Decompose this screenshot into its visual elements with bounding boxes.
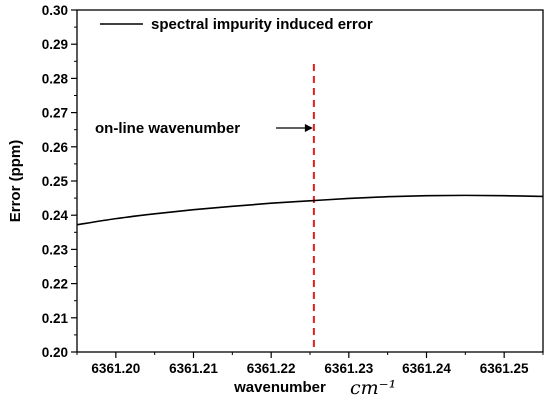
y-tick-label: 0.24: [42, 208, 69, 223]
x-tick-label: 6361.24: [402, 361, 451, 376]
y-axis-label: Error (ppm): [7, 140, 24, 223]
plot-frame: [77, 10, 543, 352]
annotation-label: on-line wavenumber: [95, 120, 240, 137]
x-tick-label: 6361.21: [169, 361, 218, 376]
x-tick-label: 6361.23: [324, 361, 373, 376]
y-tick-label: 0.21: [42, 311, 69, 326]
x-axis: 6361.20 6361.21 6361.22 6361.23 6361.24 6361.…: [77, 352, 543, 376]
legend: spectral impurity induced error: [100, 16, 373, 33]
annotation: on-line wavenumber: [95, 120, 313, 137]
y-tick-label: 0.23: [42, 242, 69, 257]
y-tick-label: 0.28: [42, 71, 69, 86]
y-tick-label: 0.20: [42, 345, 68, 360]
annotation-arrowhead: [305, 124, 313, 132]
y-tick-label: 0.25: [42, 174, 69, 189]
y-tick-label: 0.22: [42, 277, 68, 292]
series-line-spectral-impurity-error: [77, 195, 543, 224]
x-axis-label: wavenumber: [233, 379, 326, 396]
x-tick-label: 6361.20: [91, 361, 140, 376]
x-tick-label: 6361.25: [480, 361, 529, 376]
y-tick-label: 0.30: [42, 3, 68, 18]
x-tick-label: 6361.22: [247, 361, 296, 376]
legend-label: spectral impurity induced error: [151, 16, 373, 33]
x-axis-unit: cm⁻¹: [350, 377, 396, 399]
y-tick-label: 0.26: [42, 140, 69, 155]
y-axis: 0.20 0.21 0.22 0.23 0.24 0.25 0.26 0.27 0.28 0.29…: [42, 3, 77, 360]
y-tick-label: 0.29: [42, 37, 68, 52]
y-tick-label: 0.27: [42, 106, 68, 121]
